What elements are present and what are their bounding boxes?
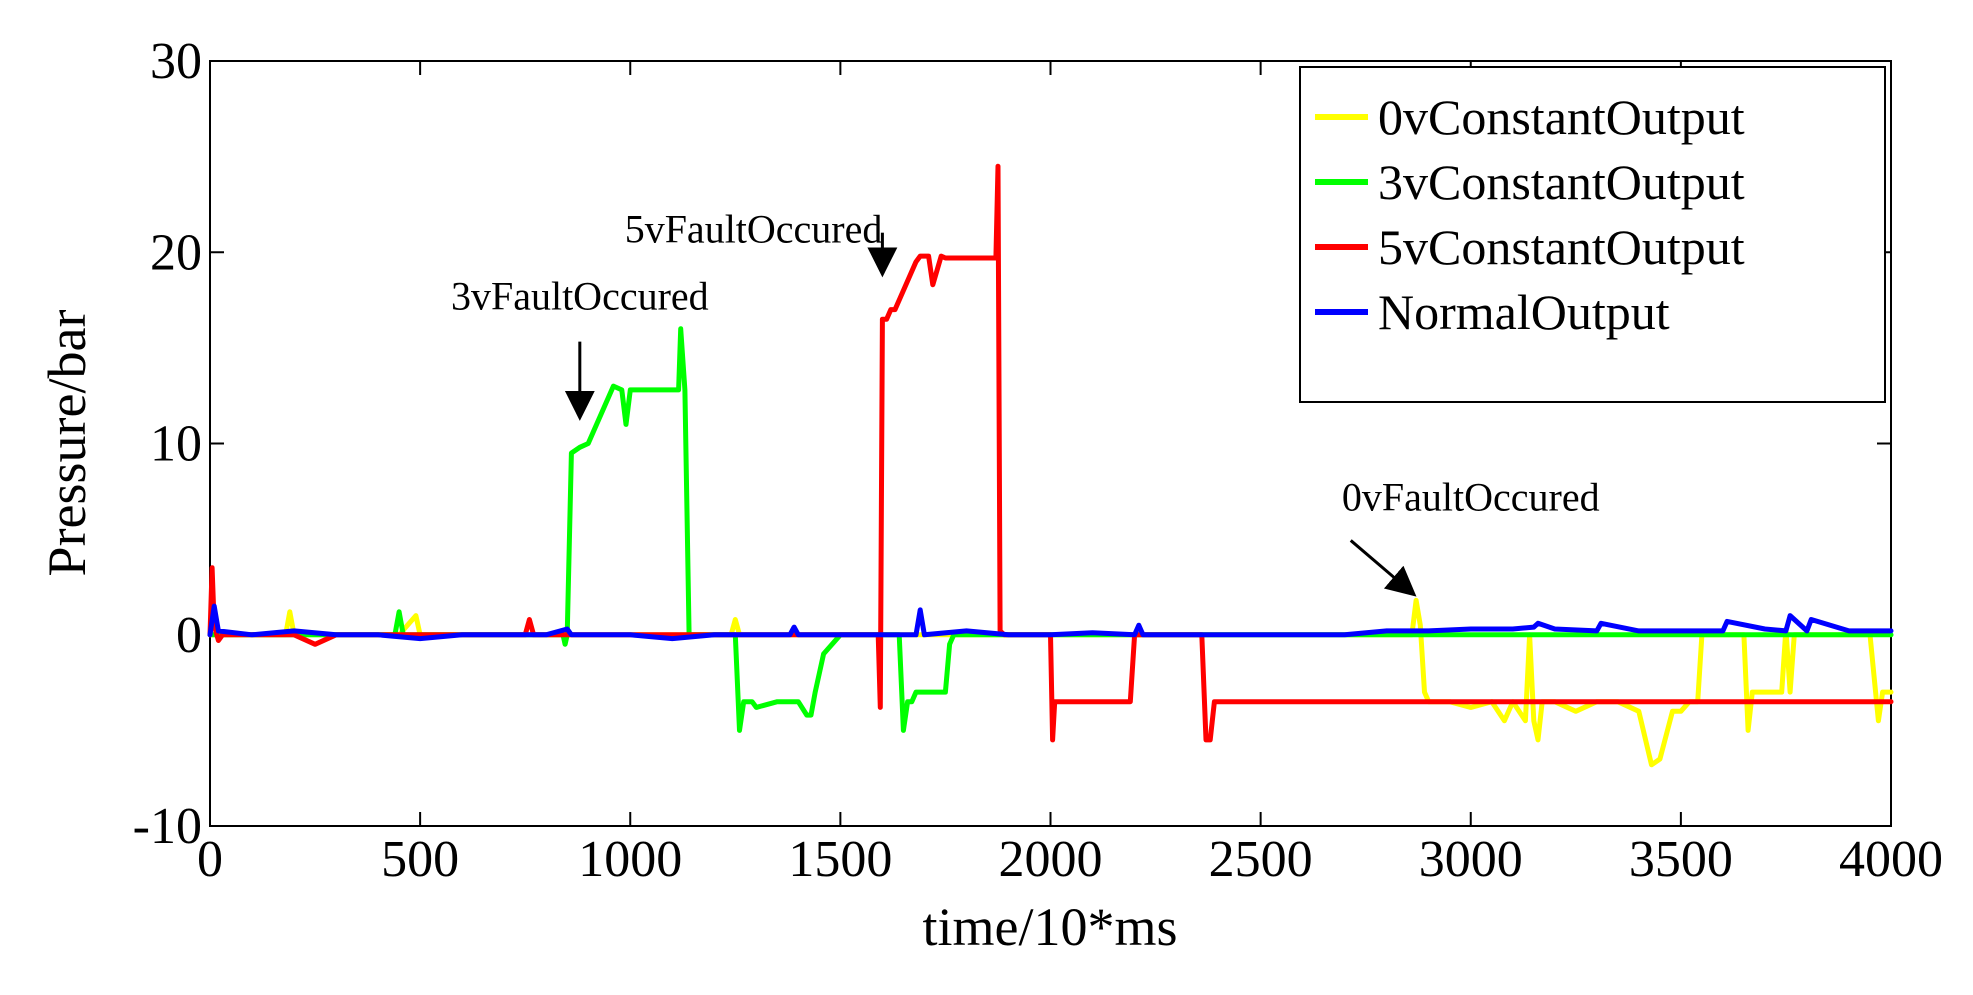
x-tick-label: 1500 bbox=[788, 831, 892, 888]
x-tick-label: 0 bbox=[197, 831, 223, 888]
legend-box bbox=[1299, 66, 1886, 403]
x-tick-label: 3000 bbox=[1419, 831, 1523, 888]
x-tick-label: 2000 bbox=[999, 831, 1103, 888]
y-tick-label: 30 bbox=[150, 33, 202, 90]
x-tick-label: 4000 bbox=[1839, 831, 1943, 888]
legend-entry-label: NormalOutput bbox=[1378, 284, 1670, 340]
x-axis-label: time/10*ms bbox=[923, 897, 1178, 957]
legend-entry-label: 5vConstantOutput bbox=[1378, 219, 1745, 275]
legend-entry-label: 3vConstantOutput bbox=[1378, 154, 1745, 210]
y-tick-label: 0 bbox=[176, 607, 202, 664]
legend: 0vConstantOutput 3vConstantOutput 5vConsta… bbox=[1299, 66, 1886, 403]
annotation-arrow bbox=[1349, 539, 1417, 597]
x-tick-label: 1000 bbox=[578, 831, 682, 888]
x-tick-label: 500 bbox=[381, 831, 459, 888]
x-tick-label: 2500 bbox=[1209, 831, 1313, 888]
annotation-label: 3vFaultOccured bbox=[451, 274, 709, 319]
series-line-NormalOutput bbox=[207, 603, 1894, 642]
y-tick-label: 10 bbox=[150, 416, 202, 473]
x-tick-labels: 0 500 1000 1500 2000 2500 3000 3500 4000 bbox=[197, 831, 1943, 888]
x-tick-label: 3500 bbox=[1629, 831, 1733, 888]
y-tick-labels: -10 0 10 20 30 bbox=[133, 33, 202, 855]
annotation-label: 5vFaultOccured bbox=[625, 207, 883, 252]
y-tick-label: -10 bbox=[133, 798, 202, 855]
y-tick-label: 20 bbox=[150, 224, 202, 281]
annotations: 5vFaultOccured 3vFaultOccured 0vFaultOccur… bbox=[451, 207, 1600, 597]
annotation-label: 0vFaultOccured bbox=[1342, 474, 1600, 519]
legend-entry-label: 0vConstantOutput bbox=[1378, 89, 1745, 145]
y-axis-label: Pressure/bar bbox=[37, 310, 97, 577]
series-layer bbox=[207, 163, 1894, 768]
